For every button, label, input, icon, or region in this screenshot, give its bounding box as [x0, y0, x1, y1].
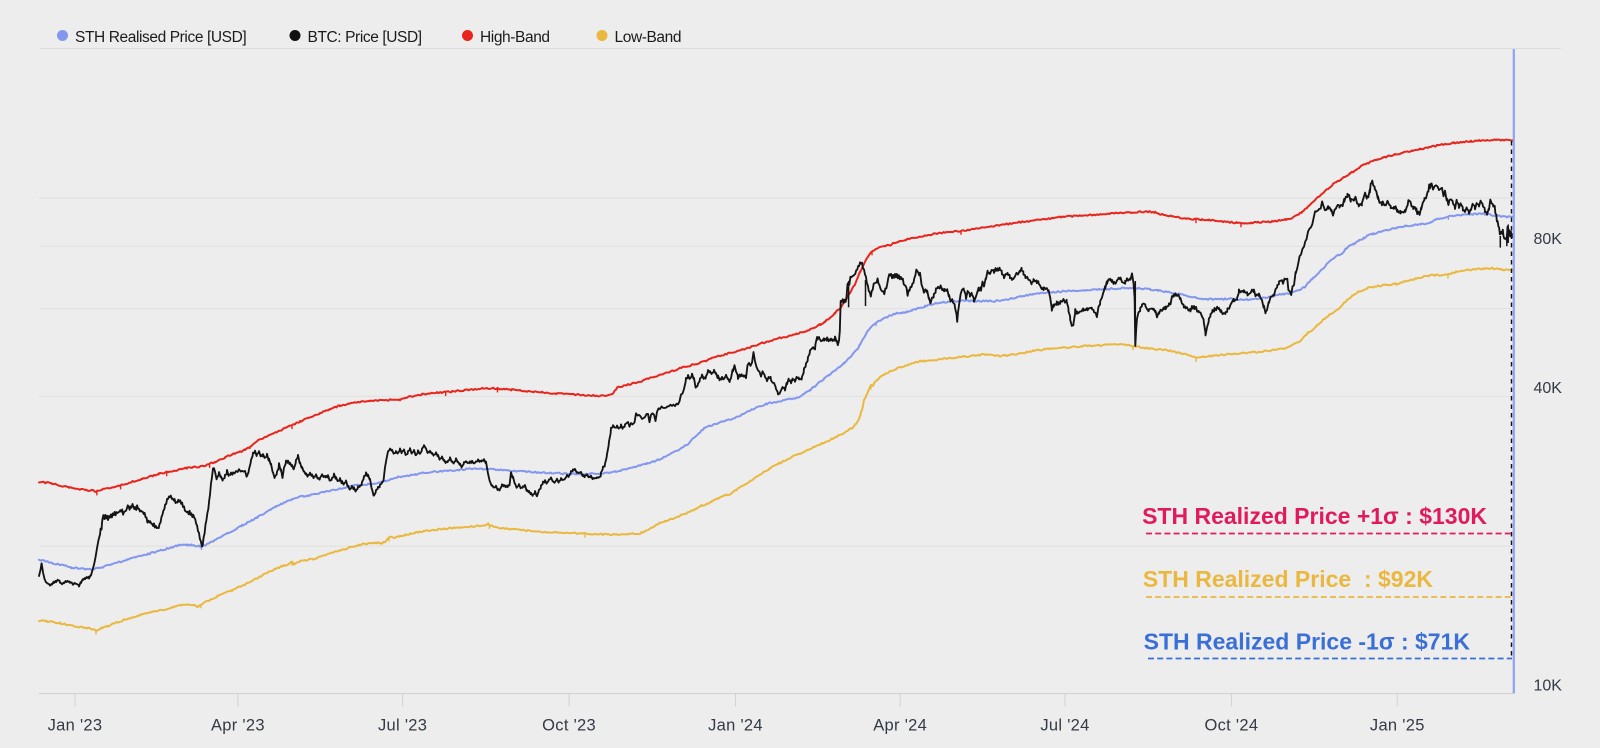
- svg-text:Oct '23: Oct '23: [542, 717, 596, 735]
- svg-text:Jul '23: Jul '23: [378, 717, 427, 735]
- svg-text:Jan '24: Jan '24: [708, 717, 763, 735]
- svg-text:STH Realised Price [USD]: STH Realised Price [USD]: [75, 29, 246, 46]
- svg-text:STH Realized Price : $92K: STH Realized Price : $92K: [1143, 566, 1434, 592]
- svg-text:Jul '24: Jul '24: [1040, 717, 1089, 735]
- svg-text:40K: 40K: [1534, 380, 1563, 397]
- svg-text:10K: 10K: [1534, 678, 1563, 695]
- svg-text:High-Band: High-Band: [480, 29, 550, 46]
- svg-text:Jan '23: Jan '23: [48, 717, 103, 735]
- svg-text:Apr '23: Apr '23: [211, 717, 265, 735]
- svg-text:STH Realized Price -1σ : $71K: STH Realized Price -1σ : $71K: [1144, 629, 1471, 655]
- svg-text:STH Realized Price +1σ : $130K: STH Realized Price +1σ : $130K: [1142, 503, 1487, 529]
- svg-text:Low-Band: Low-Band: [615, 29, 682, 46]
- svg-text:Apr '24: Apr '24: [873, 717, 927, 735]
- svg-text:Jan '25: Jan '25: [1370, 717, 1425, 735]
- svg-text:BTC: Price [USD]: BTC: Price [USD]: [308, 29, 422, 46]
- svg-text:Oct '24: Oct '24: [1204, 717, 1258, 735]
- svg-text:80K: 80K: [1534, 231, 1563, 248]
